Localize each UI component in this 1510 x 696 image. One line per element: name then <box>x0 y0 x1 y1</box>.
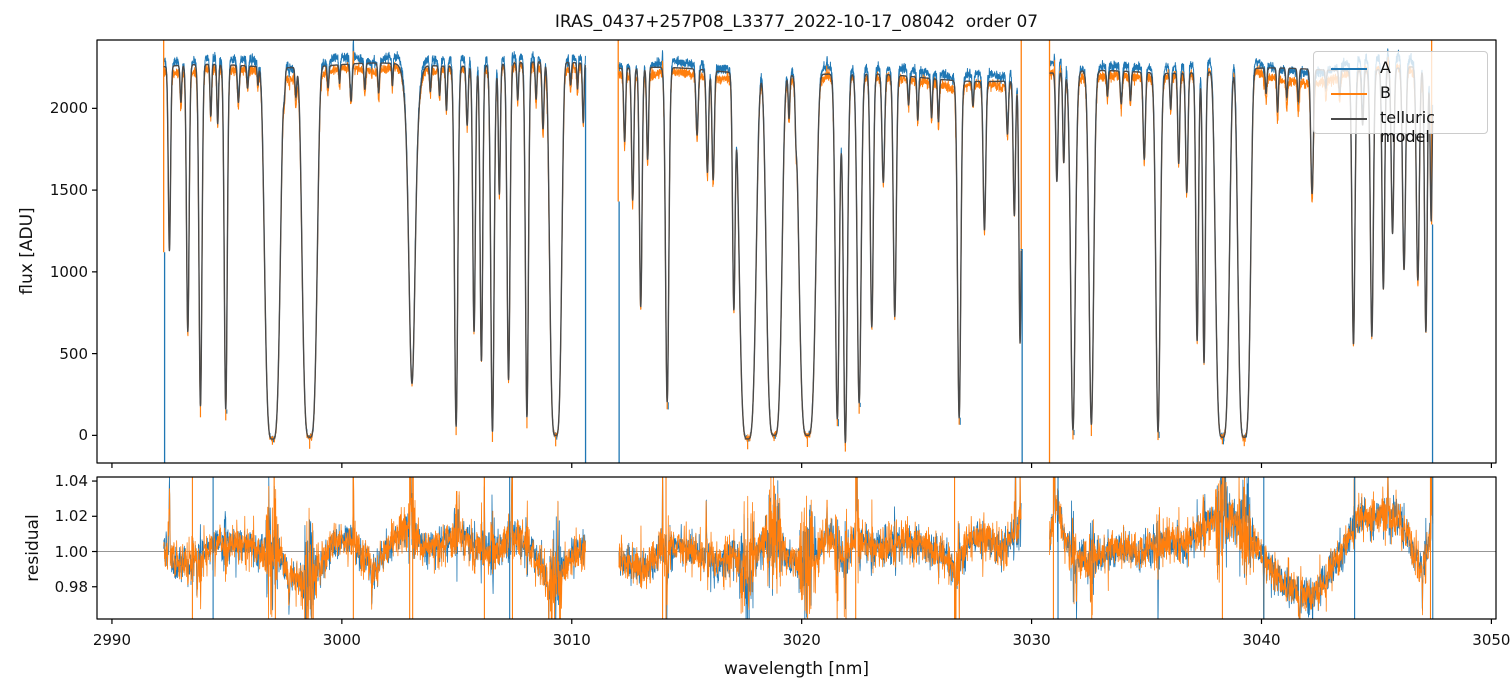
x-tick-label-3050: 3050 <box>1472 631 1510 649</box>
residual-tick-label-1.02: 1.02 <box>54 507 88 526</box>
legend-entry-telluric: telluric model <box>1314 106 1487 146</box>
flux-tick-label-0: 0 <box>78 426 88 445</box>
x-tick-label-2990: 2990 <box>92 631 132 649</box>
x-tick-label-3020: 3020 <box>782 631 821 649</box>
legend-label-a: A <box>1380 58 1391 77</box>
residual-tick-label-1.00: 1.00 <box>54 542 88 561</box>
x-tick-label-3010: 3010 <box>552 631 591 649</box>
flux-y-axis-label: flux [ADU] <box>17 207 37 295</box>
legend-entry-a: A <box>1314 56 1487 82</box>
x-tick-label-3040: 3040 <box>1242 631 1281 649</box>
legend: A B telluric model <box>1313 51 1488 146</box>
x-tick-label-3000: 3000 <box>322 631 361 649</box>
residual-tick-label-1.04: 1.04 <box>54 472 88 491</box>
legend-entry-b: B <box>1314 81 1487 107</box>
residual-tick-label-0.98: 0.98 <box>54 577 88 596</box>
legend-line-telluric <box>1331 118 1367 120</box>
legend-label-b: B <box>1380 83 1391 102</box>
x-tick-label-3030: 3030 <box>1012 631 1051 649</box>
chart-title: IRAS_0437+257P08_L3377_2022-10-17_08042 … <box>554 12 1039 32</box>
legend-label-telluric: telluric model <box>1380 108 1435 146</box>
legend-line-b <box>1331 93 1367 95</box>
flux-tick-label-1500: 1500 <box>49 181 88 200</box>
flux-tick-label-2000: 2000 <box>49 99 88 118</box>
legend-line-a <box>1331 68 1367 70</box>
flux-tick-label-500: 500 <box>59 344 88 363</box>
flux-tick-label-1000: 1000 <box>49 262 88 281</box>
x-axis-label: wavelength [nm] <box>723 659 870 679</box>
